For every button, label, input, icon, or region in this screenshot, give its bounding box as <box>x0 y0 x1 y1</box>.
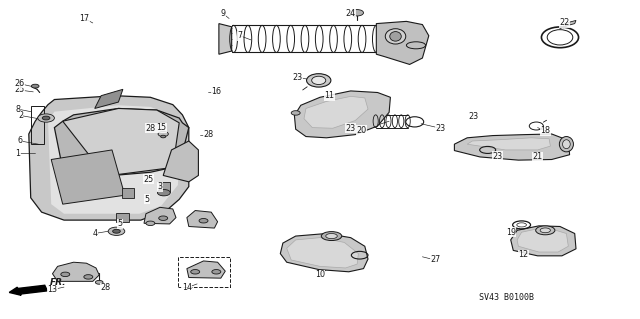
Text: 23: 23 <box>468 112 479 121</box>
Text: 21: 21 <box>532 152 543 161</box>
Polygon shape <box>51 150 125 204</box>
Text: 16: 16 <box>211 87 221 96</box>
Ellipse shape <box>390 32 401 41</box>
Ellipse shape <box>326 234 337 239</box>
Ellipse shape <box>406 42 426 49</box>
Text: 26: 26 <box>14 79 24 88</box>
Ellipse shape <box>536 226 555 235</box>
Circle shape <box>84 275 93 279</box>
Text: 18: 18 <box>540 126 550 135</box>
Text: 12: 12 <box>518 250 529 259</box>
Text: 28: 28 <box>145 124 156 133</box>
Polygon shape <box>54 108 189 176</box>
Circle shape <box>161 193 166 195</box>
Ellipse shape <box>312 76 326 85</box>
Polygon shape <box>159 182 170 192</box>
Polygon shape <box>294 91 390 138</box>
Circle shape <box>158 189 168 194</box>
Text: 19: 19 <box>506 228 516 237</box>
Text: SV43 B0100B: SV43 B0100B <box>479 293 534 302</box>
Circle shape <box>42 116 50 120</box>
Circle shape <box>191 270 200 274</box>
Ellipse shape <box>563 140 570 149</box>
Text: 22: 22 <box>559 19 570 27</box>
Circle shape <box>158 131 168 137</box>
Polygon shape <box>467 138 550 150</box>
Text: 25: 25 <box>143 175 154 184</box>
Text: 23: 23 <box>292 73 303 82</box>
Polygon shape <box>52 262 99 281</box>
Circle shape <box>212 270 221 274</box>
Polygon shape <box>454 134 570 160</box>
Text: 7: 7 <box>237 31 243 40</box>
Polygon shape <box>163 141 198 182</box>
Text: 2: 2 <box>18 111 23 120</box>
Polygon shape <box>95 89 123 108</box>
Circle shape <box>199 219 208 223</box>
Circle shape <box>31 84 39 88</box>
Text: 11: 11 <box>324 91 335 100</box>
Polygon shape <box>187 211 218 228</box>
Polygon shape <box>116 213 129 222</box>
Text: 28: 28 <box>100 283 111 292</box>
Circle shape <box>291 111 300 115</box>
Polygon shape <box>187 261 225 278</box>
Polygon shape <box>29 96 189 220</box>
Text: 27: 27 <box>430 256 440 264</box>
Text: 1: 1 <box>15 149 20 158</box>
Circle shape <box>38 114 54 122</box>
Circle shape <box>95 280 103 284</box>
Text: 24: 24 <box>346 9 356 18</box>
Text: 8: 8 <box>15 105 20 114</box>
Polygon shape <box>144 207 176 224</box>
Text: 13: 13 <box>47 285 58 294</box>
Circle shape <box>108 227 125 235</box>
Polygon shape <box>280 234 368 272</box>
Text: FR.: FR. <box>50 278 67 287</box>
Text: 23: 23 <box>493 152 503 161</box>
Polygon shape <box>48 105 179 214</box>
Polygon shape <box>219 24 232 54</box>
Circle shape <box>61 272 70 277</box>
Text: 15: 15 <box>156 123 166 132</box>
Polygon shape <box>511 226 576 256</box>
Text: 25: 25 <box>14 85 24 94</box>
Polygon shape <box>287 238 358 268</box>
Text: 20: 20 <box>356 126 367 135</box>
Ellipse shape <box>385 29 406 44</box>
Polygon shape <box>376 21 429 64</box>
Ellipse shape <box>321 232 342 241</box>
Text: 23: 23 <box>346 124 356 133</box>
Circle shape <box>113 229 120 233</box>
Text: 9: 9 <box>220 9 225 18</box>
Text: 14: 14 <box>182 283 192 292</box>
FancyArrow shape <box>9 285 47 295</box>
Text: 5: 5 <box>118 219 123 228</box>
Ellipse shape <box>559 137 573 152</box>
Polygon shape <box>517 229 568 252</box>
Circle shape <box>351 10 364 16</box>
Circle shape <box>157 189 170 196</box>
Circle shape <box>161 135 166 138</box>
Text: 6: 6 <box>18 137 23 145</box>
Ellipse shape <box>307 74 331 87</box>
Polygon shape <box>122 188 134 198</box>
Ellipse shape <box>540 228 550 233</box>
Text: 5: 5 <box>145 195 150 204</box>
Text: 4: 4 <box>92 229 97 238</box>
Text: 3: 3 <box>157 182 163 191</box>
Text: 23: 23 <box>435 124 445 133</box>
Circle shape <box>146 221 155 226</box>
Polygon shape <box>63 108 179 176</box>
Text: 17: 17 <box>79 14 90 23</box>
Text: 28: 28 <box>203 130 213 139</box>
Polygon shape <box>565 20 576 26</box>
Text: 10: 10 <box>315 271 325 279</box>
Circle shape <box>159 216 168 220</box>
Polygon shape <box>304 96 368 128</box>
